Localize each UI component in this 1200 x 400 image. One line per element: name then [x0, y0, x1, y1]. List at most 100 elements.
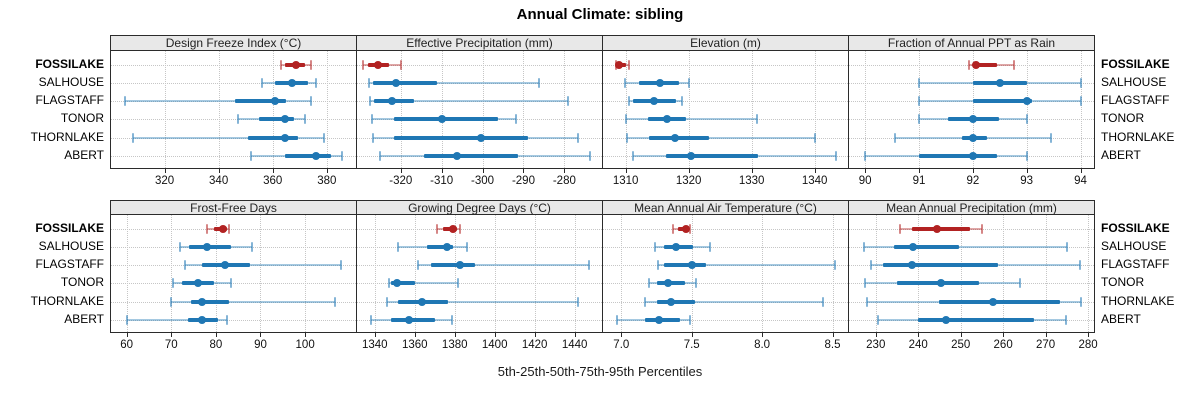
median-dot — [941, 316, 950, 324]
median-dot — [672, 242, 681, 251]
grid-line-v — [832, 215, 834, 332]
grid-line-h — [111, 246, 356, 248]
cap-95th — [456, 278, 459, 289]
cap-95th — [834, 260, 837, 271]
axis-tick — [126, 333, 128, 337]
cap-95th — [229, 278, 232, 289]
site-label-left: FOSSILAKE — [35, 220, 104, 235]
axis-tick — [441, 169, 443, 173]
range-5th-95th — [133, 136, 325, 139]
median-dot — [280, 115, 289, 124]
grid-line-h — [603, 246, 848, 248]
cap-95th — [309, 96, 312, 107]
grid-line-v — [625, 51, 627, 168]
cap-5th — [132, 132, 135, 143]
cap-5th — [869, 260, 872, 271]
panel-plot — [848, 50, 1095, 169]
cap-95th — [228, 223, 231, 234]
range-25th-75th — [893, 244, 959, 249]
grid-line-h — [603, 82, 848, 84]
cap-95th — [587, 260, 590, 271]
grid-line-v — [1045, 215, 1047, 332]
grid-line-v — [751, 51, 753, 168]
cap-5th — [898, 223, 901, 234]
axis-tick — [688, 169, 690, 173]
axis-tick — [1080, 169, 1082, 173]
grid-line-v — [126, 215, 128, 332]
range-25th-75th — [939, 299, 1061, 304]
median-dot — [971, 60, 980, 69]
axis-tick — [326, 169, 328, 173]
axis-tick-label: 91 — [912, 175, 926, 187]
grid-line-v — [260, 215, 262, 332]
median-dot — [1022, 97, 1031, 106]
panel-header: Growing Degree Days (°C) — [356, 200, 603, 216]
cap-95th — [339, 260, 342, 271]
panel-header: Mean Annual Air Temperature (°C) — [602, 200, 849, 216]
grid-line-v — [305, 215, 307, 332]
grid-line-v — [1080, 51, 1082, 168]
site-label-left: FOSSILAKE — [35, 56, 104, 71]
median-dot — [455, 261, 464, 270]
median-dot — [687, 152, 696, 160]
panel-plot — [356, 50, 603, 169]
range-25th-75th — [430, 263, 475, 268]
median-dot — [291, 60, 300, 69]
site-label-left: TONOR — [60, 111, 104, 126]
grid-line-h — [357, 320, 602, 321]
axis-tick-label: 80 — [209, 339, 223, 351]
grid-line-v — [374, 215, 376, 332]
cap-5th — [968, 59, 971, 70]
range-25th-75th — [656, 299, 695, 304]
site-label-right: ABERT — [1101, 312, 1141, 326]
median-dot — [198, 316, 207, 324]
cap-5th — [170, 296, 173, 307]
range-5th-95th — [417, 264, 589, 267]
cap-95th — [1012, 59, 1015, 70]
axis-tick-label: 1400 — [481, 339, 508, 351]
median-dot — [655, 316, 664, 324]
axis-tick-label: -300 — [471, 175, 495, 187]
range-25th-75th — [234, 99, 287, 104]
range-5th-95th — [370, 100, 569, 103]
axis-tick-label: 1340 — [361, 339, 388, 351]
cap-95th — [709, 241, 711, 252]
median-dot — [968, 115, 977, 124]
median-dot — [909, 242, 918, 251]
cap-95th — [567, 96, 570, 107]
cap-95th — [821, 296, 824, 307]
median-dot — [404, 316, 413, 324]
median-dot — [392, 279, 401, 288]
axis-tick-label: 1440 — [561, 339, 588, 351]
axis-tick — [832, 333, 834, 337]
range-25th-75th — [394, 117, 498, 122]
site-label-left: ABERT — [64, 312, 104, 326]
grid-line-h — [603, 64, 848, 66]
axis-tick-label: 8.5 — [824, 339, 841, 351]
cap-5th — [171, 278, 174, 289]
cap-95th — [589, 151, 592, 161]
cap-5th — [918, 77, 920, 88]
grid-line-h — [849, 101, 1094, 103]
axis-tick-label: 60 — [120, 339, 134, 351]
median-dot — [671, 133, 680, 142]
cap-5th — [877, 315, 880, 325]
axis-tick — [625, 169, 627, 173]
grid-line-h — [849, 228, 1094, 230]
site-label-right: FOSSILAKE — [1101, 56, 1170, 71]
site-label-right: THORNLAKE — [1101, 129, 1175, 144]
cap-95th — [334, 296, 337, 307]
cap-95th — [813, 132, 816, 143]
site-label-right: FLAGSTAFF — [1101, 257, 1170, 272]
axis-tick-label: 93 — [1020, 175, 1034, 187]
axis-tick-label: 1420 — [521, 339, 548, 351]
panel-plot — [602, 214, 849, 333]
median-dot — [387, 97, 396, 106]
cap-5th — [369, 315, 372, 325]
site-label-right: TONOR — [1101, 111, 1145, 126]
grid-line-v — [691, 215, 693, 332]
range-5th-95th — [388, 282, 458, 285]
chart-title: Annual Climate: sibling — [516, 6, 684, 23]
cap-5th — [362, 59, 365, 70]
axis-tick — [305, 333, 307, 337]
